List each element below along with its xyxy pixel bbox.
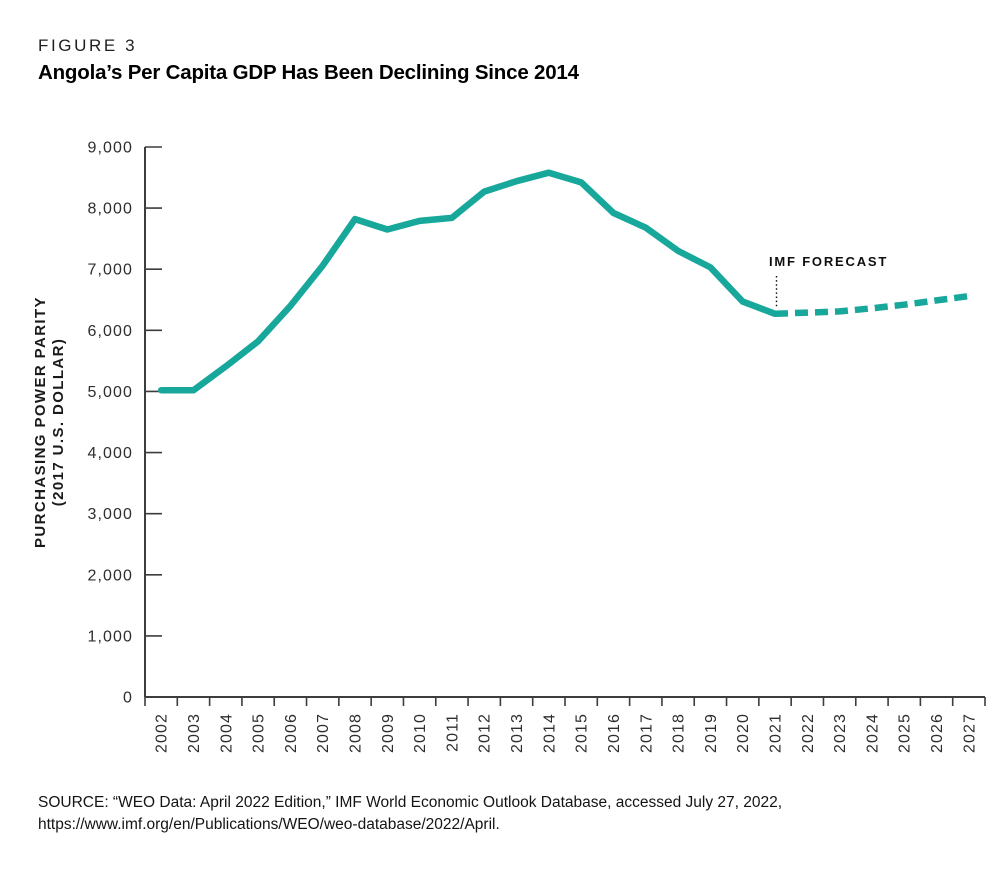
series-imf-forecast-line	[774, 292, 970, 318]
x-tick-label: 2027	[961, 713, 978, 753]
x-tick-label: 2008	[348, 713, 365, 753]
y-tick-label: 3,000	[87, 506, 133, 523]
x-tick-label: 2005	[251, 713, 268, 753]
x-tick-label: 2007	[315, 713, 332, 753]
y-tick-label: 1,000	[87, 628, 133, 645]
figure-label: FIGURE 3	[38, 36, 138, 55]
x-tick-label: 2015	[574, 713, 591, 753]
x-tick-label: 2010	[412, 713, 429, 753]
x-tick-label: 2003	[186, 713, 203, 753]
y-tick-label: 5,000	[87, 384, 133, 401]
source-note-line2: https://www.imf.org/en/Publications/WEO/…	[38, 816, 500, 833]
x-tick-label: 2026	[929, 713, 946, 753]
y-tick-label: 0	[123, 690, 133, 707]
x-tick-label: 2009	[380, 713, 397, 753]
figure-title: Angola’s Per Capita GDP Has Been Declini…	[38, 61, 579, 84]
y-tick-label: 6,000	[87, 323, 133, 340]
y-tick-label: 7,000	[87, 262, 133, 279]
x-tick-label: 2017	[638, 713, 655, 753]
x-tick-label: 2016	[606, 713, 623, 753]
y-tick-label: 4,000	[87, 445, 133, 462]
line-chart: 0 1,000 2,000 3,000 4,000 5,000 6,000 7,000 8,00…	[32, 140, 986, 753]
x-tick-label: 2025	[897, 713, 914, 753]
x-tick-label: 2020	[735, 713, 752, 753]
x-tick-label: 2004	[218, 713, 235, 753]
x-tick-label: 2024	[864, 713, 881, 753]
x-tick-label: 2021	[768, 713, 785, 753]
series-historical-line	[157, 169, 779, 394]
x-tick-label: 2013	[509, 713, 526, 753]
x-tick-label: 2012	[477, 713, 494, 753]
source-note-line1: SOURCE: “WEO Data: April 2022 Edition,” …	[38, 794, 783, 811]
x-tick-label: 2019	[703, 713, 720, 753]
source-note: SOURCE: “WEO Data: April 2022 Edition,” …	[38, 792, 782, 836]
y-axis-title-line1: PURCHASING POWER PARITY	[32, 296, 49, 548]
x-tick-label: 2023	[832, 713, 849, 753]
y-tick-label: 2,000	[87, 567, 133, 584]
y-axis-title-line2: (2017 U.S. DOLLAR)	[50, 338, 67, 507]
y-tick-label: 9,000	[87, 140, 133, 157]
x-tick-label: 2006	[283, 713, 300, 753]
x-tick-label: 2002	[154, 713, 171, 753]
x-tick-label: 2018	[671, 713, 688, 753]
x-tick-label: 2011	[444, 713, 461, 752]
x-tick-label: 2022	[800, 713, 817, 753]
imf-forecast-label: IMF FORECAST	[769, 254, 888, 269]
y-tick-label: 8,000	[87, 201, 133, 218]
x-tick-label: 2014	[541, 713, 558, 753]
